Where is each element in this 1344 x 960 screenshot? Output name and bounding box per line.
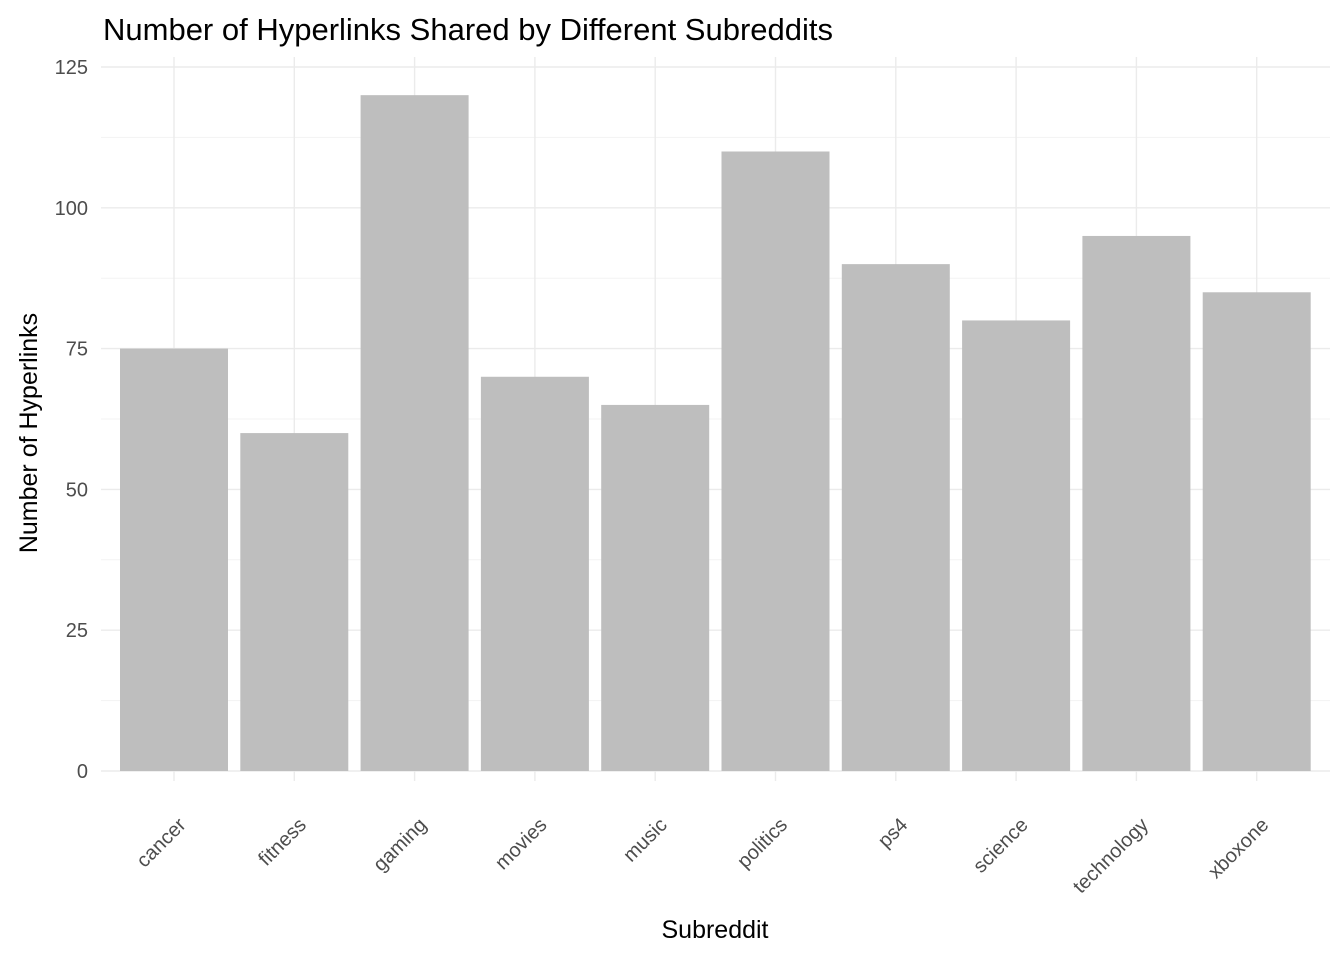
bar-science	[962, 320, 1071, 771]
bar-xboxone	[1202, 292, 1311, 771]
y-tick-label: 0	[77, 761, 88, 783]
x-axis-title: Subreddit	[661, 916, 768, 944]
x-tick-label: ps4	[874, 814, 912, 852]
bar-gaming	[360, 95, 469, 771]
bar-music	[601, 404, 710, 771]
bar-ps4	[841, 264, 950, 771]
bars-group	[120, 95, 1311, 772]
bar-fitness	[240, 433, 349, 771]
bar-movies	[480, 376, 589, 771]
x-tick-label: xboxone	[1204, 814, 1273, 883]
y-tick-label: 25	[66, 620, 88, 642]
y-tick-label: 100	[55, 198, 88, 220]
x-tick-label: cancer	[133, 814, 191, 872]
x-tick-label: gaming	[369, 814, 431, 876]
bar-technology	[1082, 235, 1191, 771]
chart-title: Number of Hyperlinks Shared by Different…	[103, 12, 833, 47]
x-tick-label: movies	[491, 814, 551, 874]
y-tick-label: 75	[66, 339, 88, 361]
y-tick-label: 50	[66, 479, 88, 501]
y-axis-title: Number of Hyperlinks	[15, 313, 43, 553]
x-tick-label: music	[619, 814, 671, 866]
x-tick-label: technology	[1069, 814, 1153, 898]
x-axis-ticks: cancer fitness gaming movies music politics ps…	[133, 814, 1274, 898]
y-tick-label: 125	[55, 57, 88, 79]
x-tick-label: fitness	[254, 814, 310, 870]
x-tick-label: science	[969, 814, 1033, 878]
bar-cancer	[120, 348, 228, 771]
y-axis-ticks: 0 25 50 75 100 125	[55, 57, 88, 783]
x-tick-label: politics	[733, 814, 792, 873]
bar-politics	[721, 151, 830, 772]
